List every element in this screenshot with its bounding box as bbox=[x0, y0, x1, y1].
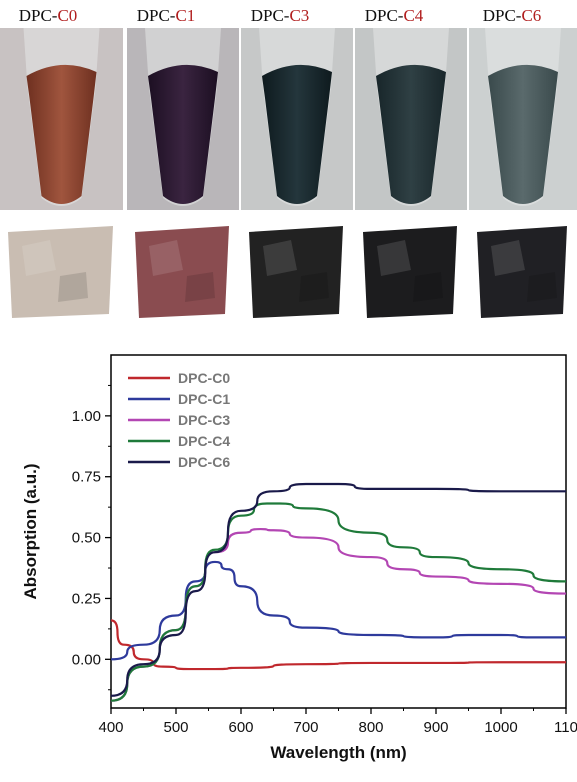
series-line-dpc-c0 bbox=[111, 619, 566, 671]
x-tick-label: 700 bbox=[293, 719, 318, 736]
sample-label-c1: DPC-C1 bbox=[137, 6, 196, 26]
vial-photo-c1 bbox=[127, 28, 239, 210]
photo-area bbox=[0, 28, 577, 338]
sample-label-suffix: C3 bbox=[289, 6, 310, 25]
sample-label-prefix: DPC- bbox=[250, 6, 290, 25]
powder-photo-c0 bbox=[8, 226, 113, 318]
x-tick-label: 500 bbox=[163, 719, 188, 736]
x-tick-label: 600 bbox=[228, 719, 253, 736]
legend: DPC-C0 DPC-C1 DPC-C3 DPC-C4 DPC-C6 bbox=[128, 370, 230, 470]
y-tick-label: 0.75 bbox=[72, 469, 101, 486]
absorption-chart: 400 500 600 700 800 900 1000 110 0.00 0.25 0.50 0.7… bbox=[0, 345, 577, 777]
sample-labels: DPC-C0 DPC-C1 DPC-C3 DPC-C4 DPC-C6 bbox=[0, 0, 577, 30]
y-axis-label: Absorption (a.u.) bbox=[21, 464, 40, 600]
powder-photo-c1 bbox=[135, 226, 229, 318]
sample-label-c0: DPC-C0 bbox=[19, 6, 78, 26]
sample-label-c3: DPC-C3 bbox=[251, 6, 310, 26]
sample-label-prefix: DPC- bbox=[18, 6, 58, 25]
series-line-dpc-c6 bbox=[111, 482, 566, 697]
y-tick-label: 0.50 bbox=[72, 530, 101, 547]
y-tick-label: 0.00 bbox=[72, 651, 101, 668]
absorption-chart-svg: 400 500 600 700 800 900 1000 110 0.00 0.25 0.50 0.7… bbox=[21, 354, 577, 762]
x-tick-label: 800 bbox=[358, 719, 383, 736]
x-axis-label: Wavelength (nm) bbox=[270, 743, 406, 762]
sample-label-c6: DPC-C6 bbox=[483, 6, 542, 26]
powder-photo-c4 bbox=[363, 226, 457, 318]
series-line-dpc-c4 bbox=[111, 502, 566, 702]
legend-label: DPC-C0 bbox=[178, 370, 230, 386]
y-tick-label: 1.00 bbox=[72, 408, 101, 425]
x-tick-label: 400 bbox=[98, 719, 123, 736]
sample-label-prefix: DPC- bbox=[482, 6, 522, 25]
series-line-dpc-c1 bbox=[111, 560, 566, 661]
legend-label: DPC-C4 bbox=[178, 433, 230, 449]
legend-label: DPC-C3 bbox=[178, 412, 230, 428]
plot-frame bbox=[110, 354, 567, 709]
powder-photo-c3 bbox=[249, 226, 343, 318]
sample-label-suffix: C4 bbox=[403, 6, 424, 25]
sample-label-suffix: C1 bbox=[175, 6, 196, 25]
powder-photo-c6 bbox=[477, 226, 567, 318]
vial-photo-c6 bbox=[469, 28, 577, 210]
legend-label: DPC-C1 bbox=[178, 391, 230, 407]
sample-label-suffix: C0 bbox=[57, 6, 78, 25]
vial-photo-c0 bbox=[0, 28, 123, 210]
sample-photos bbox=[0, 28, 577, 318]
y-tick-label: 0.25 bbox=[72, 590, 101, 607]
x-tick-label: 900 bbox=[423, 719, 448, 736]
sample-label-suffix: C6 bbox=[521, 6, 542, 25]
sample-label-prefix: DPC- bbox=[364, 6, 404, 25]
legend-label: DPC-C6 bbox=[178, 454, 230, 470]
x-tick-label: 110 bbox=[554, 719, 577, 736]
x-tick-label: 1000 bbox=[484, 719, 517, 736]
sample-label-c4: DPC-C4 bbox=[365, 6, 424, 26]
vial-photo-c3 bbox=[241, 28, 353, 210]
vial-photo-c4 bbox=[355, 28, 467, 210]
sample-label-prefix: DPC- bbox=[136, 6, 176, 25]
